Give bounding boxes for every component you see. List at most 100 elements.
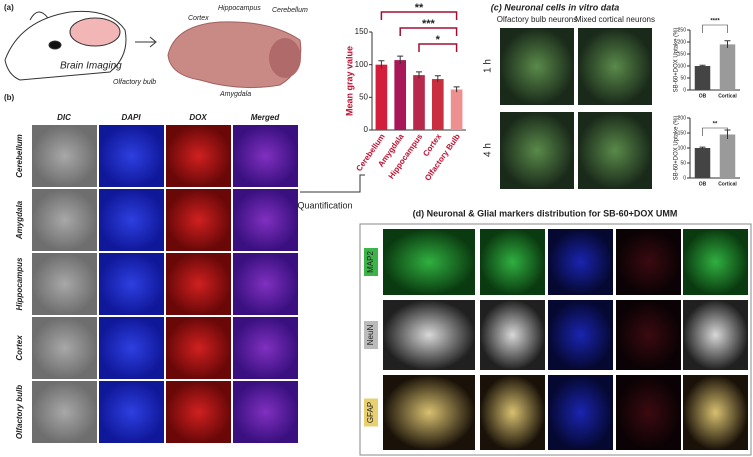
panel-title: (c) Neuronal cells in vitro data: [491, 2, 620, 12]
mouse-drawing: [4, 10, 127, 81]
y-tick-label: 150: [678, 51, 687, 57]
x-tick-label: Cortical: [718, 181, 737, 187]
significance-bracket: [418, 43, 458, 52]
micrograph: [683, 300, 748, 370]
column-header: Mixed cortical neurons: [575, 15, 655, 24]
x-tick-label: Cortical: [718, 93, 737, 99]
micrograph: [166, 189, 231, 251]
bar: [375, 64, 388, 130]
column-header: DOX: [189, 113, 207, 122]
error-bar: [724, 40, 731, 48]
bar: [694, 148, 711, 178]
micrograph: [99, 253, 164, 315]
y-tick-label: 250: [678, 27, 687, 33]
panel-frame: [359, 223, 752, 456]
micrograph: [616, 375, 681, 450]
row-label: Olfactory bulb: [15, 385, 24, 439]
bar: [431, 79, 444, 130]
marker-box: [364, 398, 378, 427]
micrograph: [32, 189, 97, 251]
significance-label: *: [436, 34, 441, 46]
micrograph: [166, 317, 231, 379]
arrow: [300, 174, 365, 193]
error-bar: [416, 71, 422, 79]
significance-label: ***: [422, 18, 436, 30]
column-header: DAPI: [121, 113, 141, 122]
significance-label: ****: [710, 19, 720, 25]
column-header: Olfactory bulb neurons: [497, 15, 578, 24]
micrograph: [233, 317, 298, 379]
micrograph: [548, 229, 613, 295]
bar: [694, 66, 711, 90]
significance-label: **: [713, 122, 718, 128]
bar: [413, 75, 425, 130]
marker-box: [364, 248, 378, 276]
micrograph: [683, 375, 748, 450]
significance-bracket: [399, 27, 458, 36]
panel-title: (d) Neuronal & Glial markers distributio…: [413, 208, 678, 218]
y-tick-label: 50: [680, 75, 686, 81]
y-tick-label: 50: [359, 92, 368, 101]
micrograph: [500, 28, 574, 105]
y-tick-label: 100: [678, 63, 687, 69]
y-tick-label: 150: [678, 130, 687, 136]
region-label: Olfactory bulb: [113, 79, 156, 86]
bar: [719, 44, 736, 90]
micrograph: [99, 125, 164, 187]
row-label: 1 h: [483, 59, 494, 73]
micrograph: [233, 253, 298, 315]
bar: [394, 60, 407, 130]
micrograph: [480, 300, 545, 370]
micrograph: [32, 381, 97, 443]
micrograph: [383, 229, 475, 295]
y-tick-label: 200: [678, 39, 687, 45]
micrograph: [578, 112, 652, 189]
y-axis-label: Mean gray value: [344, 46, 354, 116]
y-tick-label: 0: [364, 125, 369, 134]
micrograph: [32, 317, 97, 379]
arrow: [135, 36, 157, 48]
micrograph: [99, 189, 164, 251]
region-label: Hippocampus: [218, 5, 261, 12]
column-header: DIC: [57, 113, 71, 122]
y-tick-label: 100: [355, 60, 369, 69]
significance-bracket: [380, 11, 458, 20]
bar: [719, 134, 736, 178]
row-label: Cerebellum: [15, 134, 24, 178]
row-label: Cortex: [15, 335, 24, 361]
y-tick-label: 0: [683, 175, 686, 181]
caption: Brain Imaging: [60, 61, 122, 72]
significance-label: **: [415, 2, 424, 14]
micrograph: [500, 112, 574, 189]
micrograph: [548, 375, 613, 450]
y-tick-label: 50: [680, 160, 686, 166]
micrograph: [616, 300, 681, 370]
micrograph: [166, 125, 231, 187]
x-tick-label: OB: [699, 93, 707, 99]
row-label: Amygdala: [15, 200, 24, 240]
micrograph: [233, 125, 298, 187]
micrograph: [383, 375, 475, 450]
micrograph: [480, 375, 545, 450]
region-label: Cortex: [188, 15, 209, 22]
error-bar: [434, 75, 441, 83]
x-tick-label: OB: [699, 181, 707, 187]
micrograph: [166, 381, 231, 443]
significance-bracket: [702, 127, 728, 136]
row-label: NeuN: [366, 325, 375, 346]
bar: [450, 89, 463, 130]
panel-label: (b): [4, 93, 15, 102]
row-label: MAP2: [366, 251, 375, 273]
y-axis-label: SB-60+DOX Uptake (%): [674, 28, 680, 93]
micrograph: [548, 300, 613, 370]
micrograph: [99, 381, 164, 443]
region-label: Amygdala: [219, 91, 251, 98]
error-bar: [699, 64, 706, 67]
row-label: Hippocampus: [15, 257, 24, 310]
micrograph: [233, 381, 298, 443]
y-tick-label: 150: [355, 27, 369, 36]
column-header: Merged: [251, 113, 281, 122]
y-axis-label: SB-60+DOX Uptake (%): [674, 116, 680, 181]
y-tick-label: 0: [683, 87, 686, 93]
row-label: GFAP: [366, 402, 375, 423]
